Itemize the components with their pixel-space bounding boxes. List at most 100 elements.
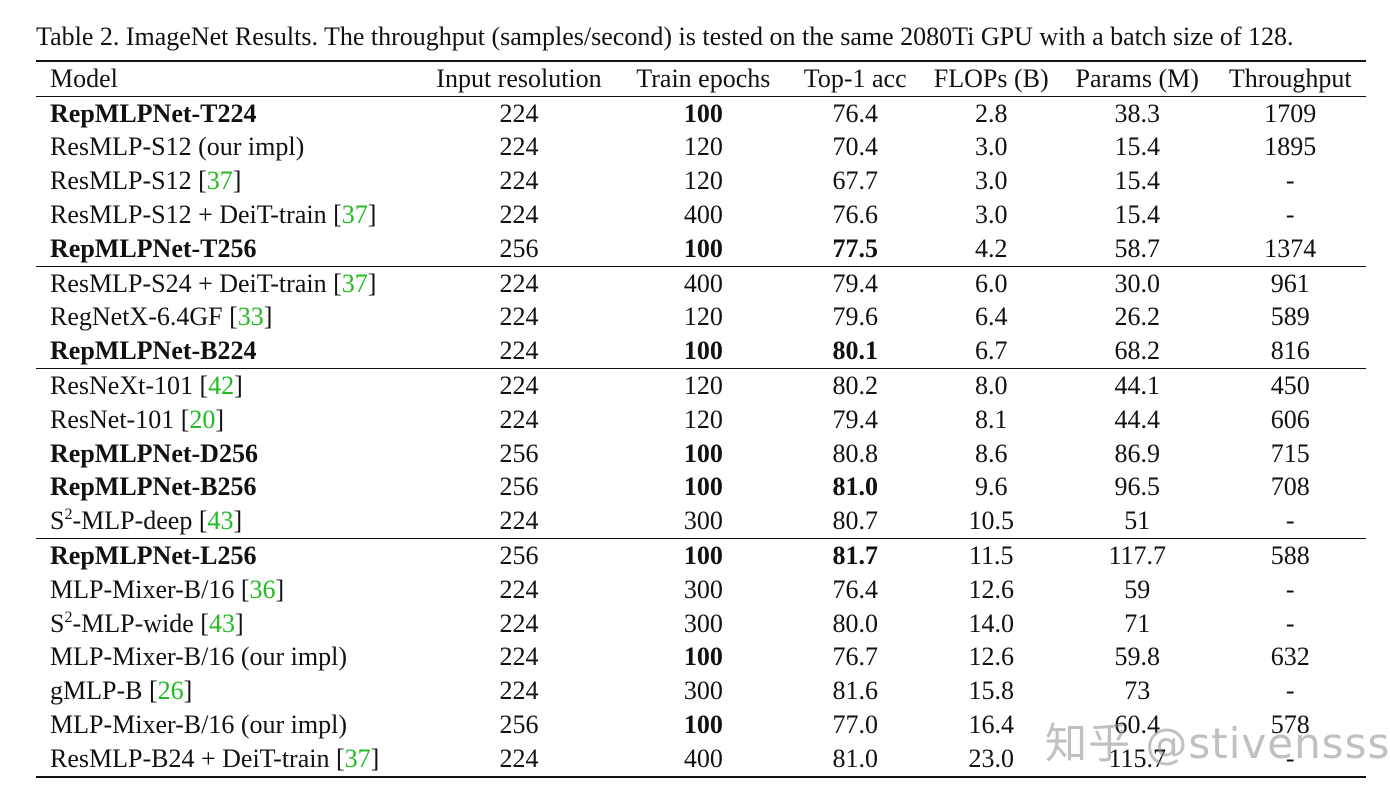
- cell-throughput: -: [1285, 506, 1295, 536]
- cell-flops: 3.0: [974, 132, 1008, 162]
- table-row: RegNetX-6.4GF [33] 224 120 79.6 6.4 26.2 589: [36, 301, 1366, 335]
- cell-model: MLP-Mixer-B/16 (our impl): [36, 708, 419, 742]
- cell-top1-acc: 80.7: [832, 506, 878, 536]
- cell-model: ResMLP-B24 + DeiT-train [37]: [36, 742, 419, 777]
- citation-bracket: ]: [275, 574, 285, 604]
- table-row: RepMLPNet-B256 256 100 81.0 9.6 96.5 708: [36, 471, 1366, 505]
- cell-input-resolution: 224: [499, 166, 539, 196]
- cell-top1-acc: 67.7: [832, 166, 878, 196]
- cell-flops: 10.5: [968, 506, 1014, 536]
- cell-model: ResNeXt-101 [42]: [36, 369, 419, 403]
- cell-train-epochs: 400: [683, 200, 723, 230]
- cell-train-epochs: 100: [683, 541, 723, 571]
- cell-model: ResMLP-S12 (our impl): [36, 131, 419, 165]
- cell-throughput: 1895: [1264, 132, 1317, 162]
- table-row: ResMLP-S12 + DeiT-train [37] 224 400 76.6 3.…: [36, 198, 1366, 232]
- model-name: S: [50, 608, 65, 638]
- cell-train-epochs: 100: [683, 710, 723, 740]
- cell-top1-acc: 80.0: [832, 608, 878, 638]
- cell-train-epochs: 120: [683, 371, 723, 401]
- cell-throughput: -: [1285, 743, 1295, 773]
- citation-link[interactable]: 26: [157, 676, 184, 706]
- cell-params: 58.7: [1114, 233, 1160, 263]
- cell-train-epochs: 300: [683, 608, 723, 638]
- cell-flops: 8.0: [974, 371, 1008, 401]
- model-name: ResMLP-S24 + DeiT-train [: [50, 268, 342, 298]
- cell-top1-acc: 81.0: [832, 743, 878, 773]
- table-row: RepMLPNet-D256 256 100 80.8 8.6 86.9 715: [36, 437, 1366, 471]
- cell-model: RepMLPNet-T256: [36, 232, 419, 266]
- table-row: MLP-Mixer-B/16 [36] 224 300 76.4 12.6 59 -: [36, 573, 1366, 607]
- citation-link[interactable]: 37: [206, 166, 233, 196]
- cell-train-epochs: 100: [683, 233, 723, 263]
- citation-link[interactable]: 42: [208, 371, 235, 401]
- cell-model: RegNetX-6.4GF [33]: [36, 301, 419, 335]
- model-name: ResMLP-S12 [: [50, 166, 207, 196]
- table-header: Model Input resolution Train epochs Top-…: [36, 61, 1366, 97]
- cell-params: 59.8: [1114, 642, 1160, 672]
- citation-link[interactable]: 33: [237, 302, 264, 332]
- cell-top1-acc: 76.4: [832, 98, 878, 128]
- cell-flops: 4.2: [974, 233, 1008, 263]
- cell-top1-acc: 77.5: [832, 233, 878, 263]
- cell-input-resolution: 256: [499, 710, 539, 740]
- cell-throughput: 961: [1270, 268, 1310, 298]
- cell-flops: 9.6: [974, 472, 1008, 502]
- citation-bracket: ]: [370, 743, 380, 773]
- cell-input-resolution: 224: [499, 336, 539, 366]
- citation-link[interactable]: 43: [208, 608, 235, 638]
- cell-flops: 3.0: [974, 166, 1008, 196]
- cell-flops: 12.6: [968, 642, 1014, 672]
- cell-model: RepMLPNet-B224: [36, 334, 419, 368]
- cell-input-resolution: 224: [499, 302, 539, 332]
- cell-flops: 16.4: [968, 710, 1014, 740]
- cell-flops: 2.8: [974, 98, 1008, 128]
- cell-throughput: -: [1285, 608, 1295, 638]
- table-row: ResMLP-S12 (our impl) 224 120 70.4 3.0 15.4 18…: [36, 131, 1366, 165]
- cell-top1-acc: 76.6: [832, 200, 878, 230]
- model-name: RegNetX-6.4GF [: [50, 302, 238, 332]
- table-caption: Table 2. ImageNet Results. The throughpu…: [36, 22, 1294, 51]
- citation-link[interactable]: 20: [189, 404, 216, 434]
- cell-flops: 11.5: [968, 541, 1014, 571]
- cell-throughput: 588: [1270, 541, 1310, 571]
- cell-model: S2-MLP-deep [43]: [36, 504, 419, 538]
- cell-input-resolution: 224: [499, 268, 539, 298]
- table-row: MLP-Mixer-B/16 (our impl) 224 100 76.7 12.6 5…: [36, 641, 1366, 675]
- cell-train-epochs: 300: [683, 574, 723, 604]
- cell-input-resolution: 224: [499, 404, 539, 434]
- model-name: MLP-Mixer-B/16 (our impl): [50, 642, 348, 672]
- header-top1-acc: Top-1 acc: [803, 63, 907, 93]
- table-row: RepMLPNet-B224 224 100 80.1 6.7 68.2 816: [36, 334, 1366, 368]
- cell-throughput: -: [1285, 166, 1295, 196]
- cell-train-epochs: 100: [683, 642, 723, 672]
- cell-top1-acc: 79.6: [832, 302, 878, 332]
- cell-train-epochs: 100: [683, 472, 723, 502]
- model-name: RepMLPNet-T224: [50, 98, 257, 128]
- cell-throughput: 632: [1270, 642, 1310, 672]
- citation-bracket: ]: [234, 371, 243, 401]
- cell-input-resolution: 224: [499, 371, 539, 401]
- citation-link[interactable]: 37: [344, 743, 371, 773]
- model-name: ResMLP-S12 + DeiT-train [: [50, 200, 342, 230]
- cell-input-resolution: 224: [499, 676, 539, 706]
- citation-link[interactable]: 36: [249, 574, 276, 604]
- model-name: RepMLPNet-L256: [50, 541, 257, 571]
- citation-bracket: ]: [367, 200, 377, 230]
- cell-params: 59: [1124, 574, 1151, 604]
- citation-link[interactable]: 37: [341, 268, 368, 298]
- table-row: ResMLP-B24 + DeiT-train [37] 224 400 81.0 23…: [36, 742, 1366, 777]
- cell-throughput: 578: [1270, 710, 1310, 740]
- cell-throughput: -: [1285, 574, 1295, 604]
- table-body: RepMLPNet-T224 224 100 76.4 2.8 38.3 1709 ResML…: [36, 96, 1366, 777]
- cell-top1-acc: 80.8: [832, 438, 878, 468]
- cell-throughput: -: [1285, 676, 1295, 706]
- cell-params: 96.5: [1114, 472, 1160, 502]
- cell-top1-acc: 80.2: [832, 371, 878, 401]
- citation-link[interactable]: 43: [207, 506, 234, 536]
- cell-throughput: 450: [1270, 371, 1310, 401]
- citation-link[interactable]: 37: [341, 200, 368, 230]
- cell-flops: 6.0: [974, 268, 1008, 298]
- cell-params: 44.1: [1114, 371, 1160, 401]
- results-table: Model Input resolution Train epochs Top-…: [36, 60, 1366, 778]
